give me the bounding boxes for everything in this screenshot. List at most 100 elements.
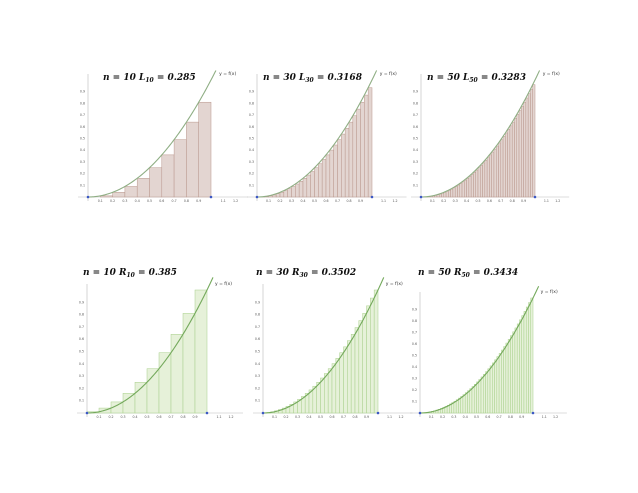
riemann-bar [530,297,534,414]
interval-end-point [533,195,537,199]
riemann-bar [354,327,360,414]
riemann-bar [337,139,342,198]
x-tick-label: 0.6 [329,415,334,419]
x-tick-label: 0.9 [358,199,363,203]
x-tick-label: 0.4 [464,199,469,203]
y-tick-label: 0.2 [412,388,417,392]
riemann-bar [367,87,373,198]
y-tick-label: 0.1 [412,400,417,404]
x-tick-label: 0.4 [463,415,468,419]
y-tick-label: 0.2 [413,172,418,176]
riemann-bar [507,129,511,198]
riemann-bar [502,136,506,198]
riemann-bar [329,149,334,198]
riemann-bar [170,334,184,414]
y-tick-label: 0.6 [413,125,418,129]
riemann-bar [505,132,508,198]
riemann-bar [318,163,323,198]
x-tick-label: 0.4 [135,199,140,203]
riemann-bar [464,179,467,198]
y-tick-label: 0.2 [255,386,260,390]
y-tick-label: 0.5 [255,350,260,354]
riemann-bar [360,101,365,198]
x-tick-label: 0.3 [122,199,127,203]
y-tick-label: 0.4 [80,148,85,152]
curve-label: y = f(x) [219,71,236,77]
riemann-bar [454,186,458,198]
riemann-bar [441,192,445,198]
riemann-bar [509,125,513,198]
y-tick-label: 0.9 [255,300,260,304]
x-tick-label: 1.1 [544,199,549,203]
riemann-bar [528,302,531,414]
x-tick-label: 0.2 [108,415,113,419]
x-tick-label: 0.1 [430,199,435,203]
riemann-bar [331,363,337,414]
x-tick-label: 1.2 [398,415,403,419]
y-tick-label: 0.5 [80,137,85,141]
riemann-bar [455,399,459,414]
riemann-bar [527,93,531,198]
x-tick-label: 0.9 [364,415,369,419]
y-tick-label: 0.8 [79,313,84,317]
y-tick-label: 0.9 [412,308,417,312]
riemann-bar [445,191,449,198]
interval-end-point [376,411,380,415]
riemann-bar [489,154,492,198]
riemann-bar [321,159,327,198]
interval-end-point [205,411,209,415]
panel-title: n = 10 R10 = 0.385 [83,268,177,279]
x-tick-label: 0.9 [192,415,197,419]
y-tick-label: 0.7 [79,325,84,329]
riemann-bar [510,335,513,414]
riemann-bar [450,188,454,198]
y-tick-label: 0.4 [255,362,260,366]
riemann-bar [352,115,357,198]
riemann-bar [339,352,344,414]
x-tick-label: 0.4 [306,415,311,419]
x-tick-label: 0.7 [497,415,502,419]
riemann-bar [467,390,470,414]
x-tick-label: 0.6 [159,199,164,203]
riemann-bar [521,315,525,414]
riemann-bar [460,396,464,414]
panel-right-n30: 0.1 0.2 0.3 0.4 0.5 0.6 0.7 0.8 0.9 1.1 1.2 0.1 0.2 0… [253,268,413,419]
riemann-bar [470,174,474,198]
curve-label: y = f(x) [543,71,560,77]
function-curve [86,277,214,414]
riemann-bar [483,374,486,414]
x-tick-label: 1.2 [392,199,397,203]
y-tick-label: 0.3 [255,374,260,378]
x-tick-label: 0.7 [168,415,173,419]
x-tick-label: 0.5 [475,199,480,203]
riemann-bar [495,145,499,198]
y-tick-label: 0.7 [255,325,260,329]
x-tick-label: 0.9 [521,199,526,203]
riemann-bar [335,358,340,414]
x-tick-label: 0.7 [335,199,340,203]
riemann-bar [457,184,461,198]
riemann-bar [279,192,285,198]
y-tick-label: 0.3 [79,374,84,378]
interval-end-point [209,195,213,199]
riemann-bar [523,311,527,414]
y-tick-label: 0.5 [79,350,84,354]
x-tick-label: 1.2 [233,199,238,203]
riemann-bar [173,139,187,198]
riemann-bar [452,187,456,198]
x-tick-label: 0.1 [96,415,101,419]
y-tick-label: 0.9 [79,300,84,304]
riemann-bar [505,342,509,414]
x-tick-label: 1.2 [555,199,560,203]
riemann-bar [320,377,325,414]
riemann-bar [469,388,473,414]
y-tick-label: 0.5 [412,354,417,358]
riemann-bar [348,121,354,198]
y-tick-label: 0.8 [249,101,254,105]
x-tick-label: 1.2 [553,415,558,419]
riemann-bar [298,181,304,198]
x-tick-label: 0.6 [485,415,490,419]
riemann-bar [498,353,502,414]
x-tick-label: 0.3 [453,199,458,203]
riemann-bar [473,384,477,414]
